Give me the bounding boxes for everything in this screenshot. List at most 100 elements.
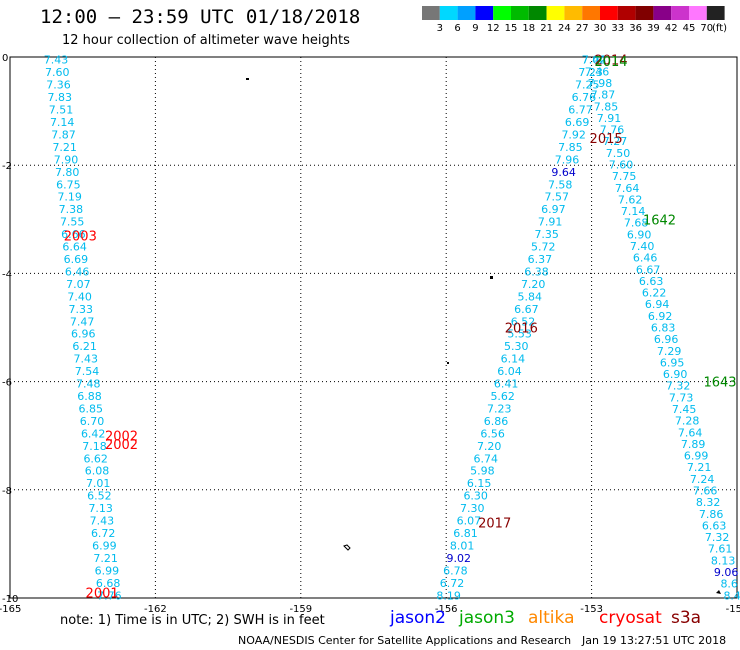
time-label: 2002 <box>105 438 138 453</box>
legend-label: 12 <box>487 23 500 34</box>
wave-height-value: 7.43 <box>90 515 115 528</box>
wave-height-value: 6.76 <box>572 91 597 104</box>
wave-height-value: 6.08 <box>85 465 110 478</box>
wave-height-value: 9.02 <box>447 552 472 565</box>
lon-tick-label: -159 <box>289 604 312 615</box>
wave-height-value: 7.19 <box>57 191 82 204</box>
legend-swatch <box>653 6 672 20</box>
page-title: 12:00 – 23:59 UTC 01/18/2018 <box>40 6 361 28</box>
legend-swatch <box>493 6 511 20</box>
wave-height-value: 7.32 <box>666 380 691 393</box>
legend-label: 18 <box>522 23 535 34</box>
wave-height-value: 7.21 <box>52 141 77 154</box>
wave-height-value: 7.38 <box>59 203 84 216</box>
wave-height-value: 7.14 <box>50 116 75 129</box>
wave-height-value: 6.86 <box>484 415 509 428</box>
wave-height-value: 5.53 <box>507 328 532 341</box>
legend-swatch <box>617 6 636 20</box>
wave-height-value: 8.32 <box>696 496 721 509</box>
lon-tick-label: -156 <box>435 604 458 615</box>
wave-height-value: 7.76 <box>600 124 625 137</box>
legend-swatch <box>439 6 458 20</box>
time-label: 2017 <box>478 516 511 531</box>
wave-height-value: 6.67 <box>514 303 539 316</box>
wave-height-value: 7.33 <box>69 303 94 316</box>
wave-height-value: 7.21 <box>93 552 118 565</box>
legend-label: 42 <box>665 23 678 34</box>
time-label: 2015 <box>590 132 623 147</box>
wave-height-value: 6.66 <box>61 228 86 241</box>
wave-height-value: 7.04 <box>582 54 607 67</box>
wave-height-value: 7.85 <box>558 141 583 154</box>
satellite-name: s3a <box>671 608 702 628</box>
wave-height-value: 6.52 <box>511 315 536 328</box>
wave-height-value: 7.28 <box>675 415 700 428</box>
wave-height-value: 6.96 <box>71 328 96 341</box>
wave-height-value: 7.47 <box>70 315 95 328</box>
wave-height-value: 7.75 <box>612 170 637 183</box>
legend-label: 24 <box>558 23 571 34</box>
lat-tick-label: -6 <box>2 378 12 389</box>
wave-height-value: 6.99 <box>92 540 117 553</box>
wave-height-value: 6.21 <box>72 340 97 353</box>
wave-height-value: 7.01 <box>86 477 111 490</box>
legend-label: 45 <box>683 23 696 34</box>
lat-tick-label: -2 <box>2 161 12 172</box>
time-label: 2003 <box>64 230 97 245</box>
track-east: 7.047.467.987.877.857.917.767.277.507.60… <box>582 54 740 603</box>
legend-label: 36 <box>629 23 642 34</box>
wave-height-value: 7.43 <box>44 54 69 67</box>
legend-swatch <box>600 6 618 20</box>
wave-height-value: 7.96 <box>555 153 580 166</box>
wave-height-value: 7.21 <box>687 461 712 474</box>
legend-swatch <box>528 6 547 20</box>
wave-height-value: 7.62 <box>618 193 643 206</box>
wave-height-value: 7.20 <box>521 278 546 291</box>
wave-height-value: 6.95 <box>660 356 685 369</box>
wave-height-value: 6.56 <box>480 427 505 440</box>
island-mark <box>447 362 449 364</box>
wave-height-value: 6.78 <box>443 564 468 577</box>
wave-height-value: 6.72 <box>440 577 465 590</box>
wave-height-value: 7.58 <box>548 178 573 191</box>
wave-height-value: 6.69 <box>64 253 89 266</box>
wave-height-value: 7.73 <box>669 391 694 404</box>
wave-height-value: 7.76 <box>97 589 122 602</box>
wave-height-value: 7.91 <box>597 112 622 125</box>
legend-swatch <box>511 6 529 20</box>
lon-tick-label: -153 <box>580 604 603 615</box>
legend-units: (ft) <box>712 23 727 34</box>
wave-height-value: 8.19 <box>436 589 461 602</box>
legend-label: 21 <box>540 23 553 34</box>
wave-height-value: 6.07 <box>457 515 482 528</box>
legend-label: 6 <box>454 23 460 34</box>
wave-height-value: 6.81 <box>453 527 478 540</box>
wave-height-value: 8.4 <box>723 589 740 602</box>
wave-height-value: 6.77 <box>568 104 593 117</box>
wave-height-value: 5.72 <box>531 241 556 254</box>
wave-height-value: 7.60 <box>609 159 634 172</box>
wave-height-value: 6.30 <box>463 490 488 503</box>
wave-height-value: 7.80 <box>55 166 80 179</box>
wave-height-value: 7.61 <box>708 543 733 556</box>
wave-height-value: 8.13 <box>711 554 736 567</box>
legend-label: 33 <box>611 23 624 34</box>
wave-height-value: 6.75 <box>56 178 81 191</box>
legend-swatch <box>635 6 654 20</box>
wave-height-value: 6.90 <box>627 228 652 241</box>
legend-swatch <box>564 6 583 20</box>
wave-height-value: 7.35 <box>534 228 559 241</box>
wave-height-value: 7.51 <box>49 104 74 117</box>
wave-height-value: 6.46 <box>65 265 90 278</box>
wave-height-value: 7.14 <box>621 205 646 218</box>
legend-swatch <box>422 6 440 20</box>
footer-note: note: 1) Time is in UTC; 2) SWH is in fe… <box>60 613 325 628</box>
footer-timestamp: Jan 19 13:27:51 UTC 2018 <box>582 634 727 647</box>
page-subtitle: 12 hour collection of altimeter wave hei… <box>62 33 350 48</box>
wave-height-value: 7.25 <box>575 79 600 92</box>
wave-height-value: 7.64 <box>615 182 640 195</box>
legend-swatch <box>671 6 689 20</box>
legend-swatch <box>457 6 476 20</box>
